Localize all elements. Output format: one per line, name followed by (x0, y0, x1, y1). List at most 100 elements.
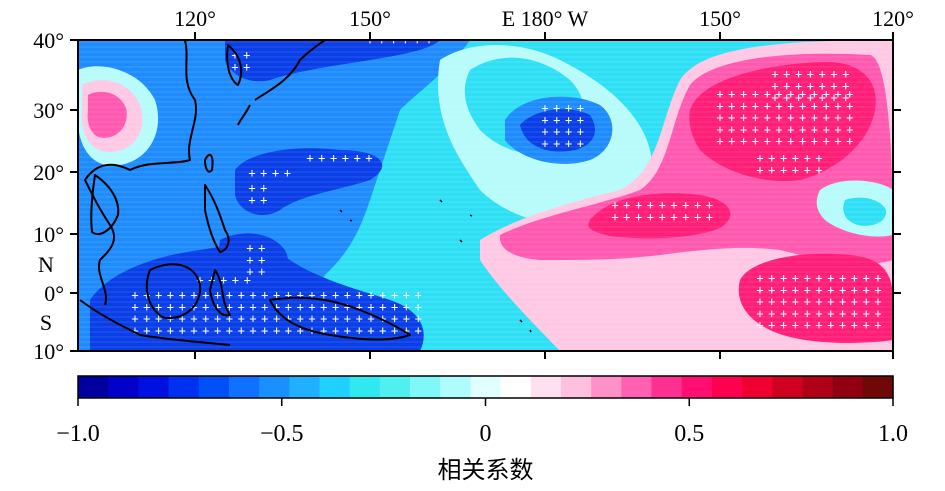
significance-plus: + (190, 312, 197, 326)
significance-plus: + (611, 210, 618, 224)
coast-borneo (145, 263, 202, 320)
significance-plus: + (768, 271, 775, 285)
significance-plus: + (780, 151, 787, 165)
significance-plus: + (273, 312, 280, 326)
significance-plus: + (863, 283, 870, 297)
significance-plus: + (792, 283, 799, 297)
significance-plus: + (851, 295, 858, 309)
lat-label-0: 0° (44, 281, 64, 306)
significance-plus: + (273, 300, 280, 314)
significance-plus: + (131, 312, 138, 326)
significance-plus: + (378, 33, 385, 47)
significance-plus: + (756, 295, 763, 309)
significance-plus: + (238, 323, 245, 337)
significance-plus: + (659, 210, 666, 224)
significance-plus: + (260, 181, 267, 195)
colorbar-swatch (259, 376, 290, 398)
significance-plus: + (415, 323, 422, 337)
significance-plus: + (320, 312, 327, 326)
significance-plus: + (214, 300, 221, 314)
lat-label-10n: 10° (33, 222, 64, 247)
significance-plus: + (179, 323, 186, 337)
significance-plus: + (706, 210, 713, 224)
significance-plus: + (827, 283, 834, 297)
significance-plus: + (231, 48, 238, 62)
significance-plus: + (577, 125, 584, 139)
significance-plus: + (320, 300, 327, 314)
significance-plus: + (787, 134, 794, 148)
significance-plus: + (795, 79, 802, 93)
significance-plus: + (155, 323, 162, 337)
significance-plus: + (244, 273, 251, 287)
coastlines (79, 40, 532, 346)
significance-plus: + (740, 111, 747, 125)
significance-plus: + (320, 323, 327, 337)
significance-plus: + (827, 295, 834, 309)
significance-plus: + (403, 300, 410, 314)
significance-plus: + (623, 210, 630, 224)
significance-plus: + (764, 99, 771, 113)
significance-plus: + (155, 312, 162, 326)
coast-philippines (204, 184, 230, 253)
significance-plus: + (839, 283, 846, 297)
significance-plus: + (815, 151, 822, 165)
significance-plus: + (756, 163, 763, 177)
map-ticks (70, 32, 901, 359)
coast-japan (237, 40, 326, 126)
significance-plus: + (706, 198, 713, 212)
significance-plus: + (226, 288, 233, 302)
significance-plus: + (414, 33, 421, 47)
significance-plus: + (768, 318, 775, 332)
significance-plus: + (258, 253, 265, 267)
significance-plus: + (249, 312, 256, 326)
significance-plus: + (202, 323, 209, 337)
significance-plus: + (246, 265, 253, 279)
significance-plus: + (379, 312, 386, 326)
significance-plus: + (332, 323, 339, 337)
colorbar-ticks (77, 398, 894, 406)
significance-plus: + (344, 288, 351, 302)
lon-label-180: E 180° W (502, 6, 589, 31)
colorbar-swatch (862, 376, 894, 398)
significance-plus: + (308, 312, 315, 326)
colorbar-swatch (500, 376, 532, 398)
significance-plus: + (764, 134, 771, 148)
significance-plus: + (863, 306, 870, 320)
significance-plus: + (874, 306, 881, 320)
significance-plus: + (771, 91, 778, 105)
significance-plus: + (285, 300, 292, 314)
significance-plus: + (330, 151, 337, 165)
significance-plus: + (834, 134, 841, 148)
significance-plus: + (249, 288, 256, 302)
significance-plus: + (332, 288, 339, 302)
colorbar-swatch (440, 376, 472, 398)
significance-plus: + (155, 300, 162, 314)
significance-plus: + (365, 151, 372, 165)
significance-plus: + (143, 323, 150, 337)
significance-plus: + (623, 198, 630, 212)
significance-plus: + (764, 87, 771, 101)
colorbar-swatch (78, 376, 109, 398)
significance-plus: + (756, 318, 763, 332)
coast-sulawesi (209, 269, 231, 317)
significance-plus: + (775, 122, 782, 136)
significance-plus: + (344, 300, 351, 314)
banding-overlay (78, 40, 893, 351)
significance-plus: + (783, 67, 790, 81)
significance-plus: + (261, 323, 268, 337)
significance-plus: + (846, 87, 853, 101)
significance-plus: + (792, 163, 799, 177)
significance-plus: + (792, 295, 799, 309)
significance-plus: + (214, 323, 221, 337)
lon-label-150w: 150° (699, 6, 741, 31)
significance-plus: + (804, 295, 811, 309)
significance-plus: + (260, 193, 267, 207)
significance-plus: + (306, 151, 313, 165)
significance-plus: + (284, 166, 291, 180)
significance-plus: + (577, 113, 584, 127)
colorbar-swatch (319, 376, 351, 398)
significance-plus: + (827, 306, 834, 320)
significance-plus: + (775, 99, 782, 113)
significance-plus: + (190, 323, 197, 337)
colorbar-swatch (621, 376, 653, 398)
